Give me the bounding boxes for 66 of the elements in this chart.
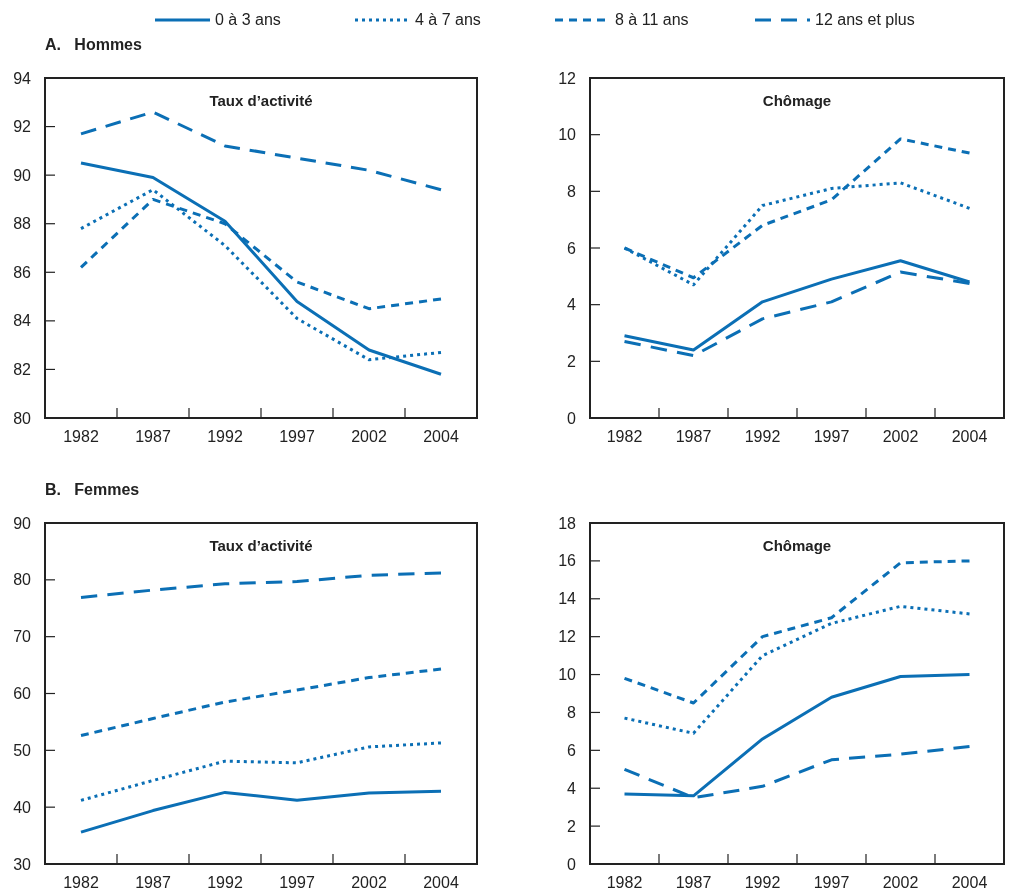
y-tick-label: 2 (567, 352, 577, 370)
x-tick-label: 2004 (951, 428, 988, 445)
x-tick-label: 2002 (351, 428, 387, 445)
text: Chômage (762, 537, 832, 554)
y-tick-label: 12 (558, 69, 577, 87)
y-tick-label: 6 (567, 741, 577, 759)
x-tick-label: 1982 (606, 428, 643, 445)
x-tick-label: 1987 (675, 428, 712, 445)
y-tick-label: 92 (13, 118, 32, 136)
y-tick-label: 50 (13, 741, 32, 759)
x-tick-label: 1987 (675, 874, 712, 891)
x-tick-label: 2004 (423, 874, 459, 891)
y-tick-label: 90 (13, 166, 32, 184)
y-tick-label: 70 (13, 628, 32, 646)
legend-label: 8 à 11 ans (615, 11, 689, 28)
y-tick-label: 4 (567, 779, 577, 797)
y-tick-label: 86 (13, 263, 32, 281)
x-tick-label: 2004 (951, 874, 988, 891)
x-tick-label: 2002 (351, 874, 387, 891)
text: Chômage (762, 92, 832, 109)
y-tick-label: 12 (558, 628, 577, 646)
legend-label: 4 à 7 ans (415, 11, 481, 28)
legend-label: 0 à 3 ans (215, 11, 281, 28)
y-tick-label: 88 (13, 215, 32, 233)
chart-title: B. Femmes (45, 481, 140, 498)
y-tick-label: 80 (13, 409, 32, 427)
x-tick-label: 1992 (207, 874, 243, 891)
x-tick-label: 1997 (279, 874, 315, 891)
y-tick-label: 60 (13, 685, 32, 703)
text: Taux d’activité (209, 537, 313, 554)
legend-label: 12 ans et plus (815, 11, 915, 28)
y-tick-label: 82 (13, 361, 32, 379)
x-tick-label: 1997 (279, 428, 315, 445)
y-tick-label: 40 (13, 798, 32, 816)
y-tick-label: 30 (13, 855, 32, 873)
y-tick-label: 10 (558, 126, 577, 144)
x-tick-label: 2002 (882, 428, 919, 445)
x-tick-label: 1982 (63, 428, 99, 445)
x-tick-label: 1997 (813, 874, 850, 891)
x-tick-label: 1987 (135, 428, 171, 445)
y-tick-label: 6 (567, 239, 577, 257)
y-tick-label: 18 (558, 514, 577, 532)
x-tick-label: 1987 (135, 874, 171, 891)
x-tick-label: 1982 (606, 874, 643, 891)
x-tick-label: 1992 (744, 428, 781, 445)
y-tick-label: 8 (567, 182, 577, 200)
x-tick-label: 1982 (63, 874, 99, 891)
x-tick-label: 2002 (882, 874, 919, 891)
y-tick-label: 2 (567, 817, 577, 835)
chart-title: A. Hommes (45, 36, 143, 53)
x-tick-label: 1997 (813, 428, 850, 445)
y-tick-label: 80 (13, 571, 32, 589)
y-tick-label: 94 (13, 69, 32, 87)
y-tick-label: 4 (567, 296, 577, 314)
y-tick-label: 8 (567, 704, 577, 722)
y-tick-label: 90 (13, 514, 32, 532)
y-tick-label: 0 (567, 409, 577, 427)
text: Taux d’activité (209, 92, 313, 109)
y-tick-label: 10 (558, 666, 577, 684)
y-tick-label: 16 (558, 552, 577, 570)
y-tick-label: 0 (567, 855, 577, 873)
x-tick-label: 2004 (423, 428, 459, 445)
y-tick-label: 84 (13, 312, 32, 330)
x-tick-label: 1992 (207, 428, 243, 445)
y-tick-label: 14 (558, 590, 577, 608)
x-tick-label: 1992 (744, 874, 781, 891)
